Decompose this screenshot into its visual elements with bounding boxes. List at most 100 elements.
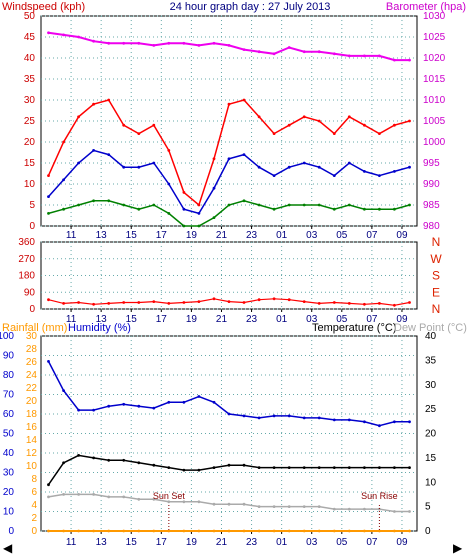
direction-line-point xyxy=(197,300,201,303)
wind_min-line-point xyxy=(62,207,65,211)
wind_min-line-point xyxy=(47,212,50,215)
wind_min-line-point xyxy=(272,207,276,211)
wind_avg-line-point xyxy=(317,165,321,169)
wind_avg-line-point xyxy=(92,149,95,152)
windspeed-title: Windspeed (kph) xyxy=(2,1,85,13)
direction-line-point xyxy=(107,302,111,305)
wind_max-line-point xyxy=(378,132,381,136)
rain-line-point xyxy=(197,529,201,533)
barometer-line-point xyxy=(302,50,306,54)
wind_min-line-point xyxy=(378,207,381,211)
wind_max-line-point xyxy=(197,203,201,207)
wind_max-line-point xyxy=(317,119,321,123)
dew_point-line-point xyxy=(77,493,80,496)
direction-y-tick-label: 0 xyxy=(29,304,35,315)
dew_point-line-point xyxy=(378,507,381,511)
baro-y-tick-label: 1015 xyxy=(423,74,446,85)
wind_avg-line-point xyxy=(182,207,186,211)
rain-line-point xyxy=(393,529,396,533)
humidity-y-tick-label: 70 xyxy=(3,390,15,401)
x-tick-label-wind: 11 xyxy=(66,230,77,241)
dew_point-line-point xyxy=(257,505,261,508)
dew_point-line-point xyxy=(302,505,306,508)
wind_avg-line-point xyxy=(197,212,201,215)
rain-y-tick-label: 4 xyxy=(31,500,37,511)
dew_point-line-point xyxy=(92,493,95,496)
barometer-line-point xyxy=(242,48,246,51)
direction-y-tick-label: 180 xyxy=(18,271,35,282)
barometer-line-point xyxy=(378,54,381,58)
dew_point-line-point xyxy=(167,500,171,504)
wind_min-line-point xyxy=(347,203,351,207)
wind_max-line-point xyxy=(107,98,111,102)
temperature-line-point xyxy=(227,463,231,467)
temperature-title: Temperature (°C) xyxy=(312,322,396,334)
humidity-line-point xyxy=(212,400,216,404)
rain-line-point xyxy=(182,529,186,533)
humidity-line-point xyxy=(378,424,381,428)
barometer-line-point xyxy=(363,54,366,58)
dew_point-line-point xyxy=(122,495,126,499)
direction-line-point xyxy=(137,301,141,304)
wind_max-line-point xyxy=(287,123,291,127)
temperature-line-point xyxy=(363,466,366,469)
direction-line-point xyxy=(227,300,231,303)
temperature-line-point xyxy=(302,466,306,469)
wind_avg-line-point xyxy=(378,174,381,178)
x-tick-label-humidity: 15 xyxy=(126,537,138,548)
wind_min-line-point xyxy=(302,203,306,207)
dew_point-line-point xyxy=(408,510,411,513)
humidity-y-tick-label: 60 xyxy=(3,409,15,420)
humidity-y-tick-label: 0 xyxy=(8,526,14,537)
x-tick-label-direction: 09 xyxy=(396,314,408,325)
humidity-line-point xyxy=(242,414,246,418)
rainfall-title: Rainfall (mm) xyxy=(2,322,67,334)
x-tick-label-direction: 03 xyxy=(306,314,318,325)
prev-day-arrow[interactable]: ◀ xyxy=(3,541,13,555)
wind_min-line-point xyxy=(212,216,216,220)
temperature-line-point xyxy=(257,466,261,469)
temp-y-tick-label: 20 xyxy=(425,429,437,440)
wind_min-line-point xyxy=(393,207,396,211)
humidity-line-point xyxy=(347,418,351,422)
dew_point-line-point xyxy=(107,495,111,499)
wind_max-line-point xyxy=(182,191,186,194)
wind_avg-line-point xyxy=(212,186,216,190)
rain-line-point xyxy=(107,529,111,533)
x-tick-label-humidity: 11 xyxy=(66,537,77,548)
baro-y-tick-label: 985 xyxy=(423,200,440,211)
wind_avg-line-point xyxy=(332,174,336,178)
wind_max-line-point xyxy=(227,102,231,106)
x-tick-label-wind: 05 xyxy=(336,230,348,241)
barometer-line-point xyxy=(408,58,411,62)
humidity-line-point xyxy=(408,420,411,424)
humidity-y-tick-label: 20 xyxy=(3,487,15,498)
rain-line-point xyxy=(212,529,216,533)
wind_min-line-point xyxy=(408,203,411,207)
wind_min-line-point xyxy=(122,203,126,207)
rain-y-tick-label: 22 xyxy=(26,383,38,394)
next-day-arrow[interactable]: ▶ xyxy=(453,541,463,555)
baro-y-tick-label: 1020 xyxy=(423,53,446,64)
temperature-line-point xyxy=(137,461,141,465)
temp-y-tick-label: 15 xyxy=(425,453,437,464)
humidity-line-point xyxy=(62,389,65,392)
direction-line-point xyxy=(182,301,186,304)
x-tick-label-direction: 13 xyxy=(96,314,108,325)
rain-y-tick-label: 10 xyxy=(26,461,38,472)
humidity-line-point xyxy=(122,402,126,406)
wind_avg-line-point xyxy=(167,182,171,186)
x-tick-label-direction: 21 xyxy=(216,314,228,325)
rain-line-point xyxy=(332,529,336,533)
humidity-y-tick-label: 50 xyxy=(3,429,15,440)
wind-y-tick-label: 25 xyxy=(24,116,36,127)
x-tick-label-wind: 19 xyxy=(186,230,198,241)
barometer-line-point xyxy=(393,58,396,62)
temp-y-tick-label: 5 xyxy=(425,502,431,513)
wind-y-tick-label: 5 xyxy=(29,200,35,211)
humidity-line-point xyxy=(257,416,261,420)
humidity-line-point xyxy=(317,416,321,420)
barometer-line-point xyxy=(317,50,321,54)
x-tick-label-direction: 19 xyxy=(186,314,198,325)
barometer-line-point xyxy=(167,41,171,45)
